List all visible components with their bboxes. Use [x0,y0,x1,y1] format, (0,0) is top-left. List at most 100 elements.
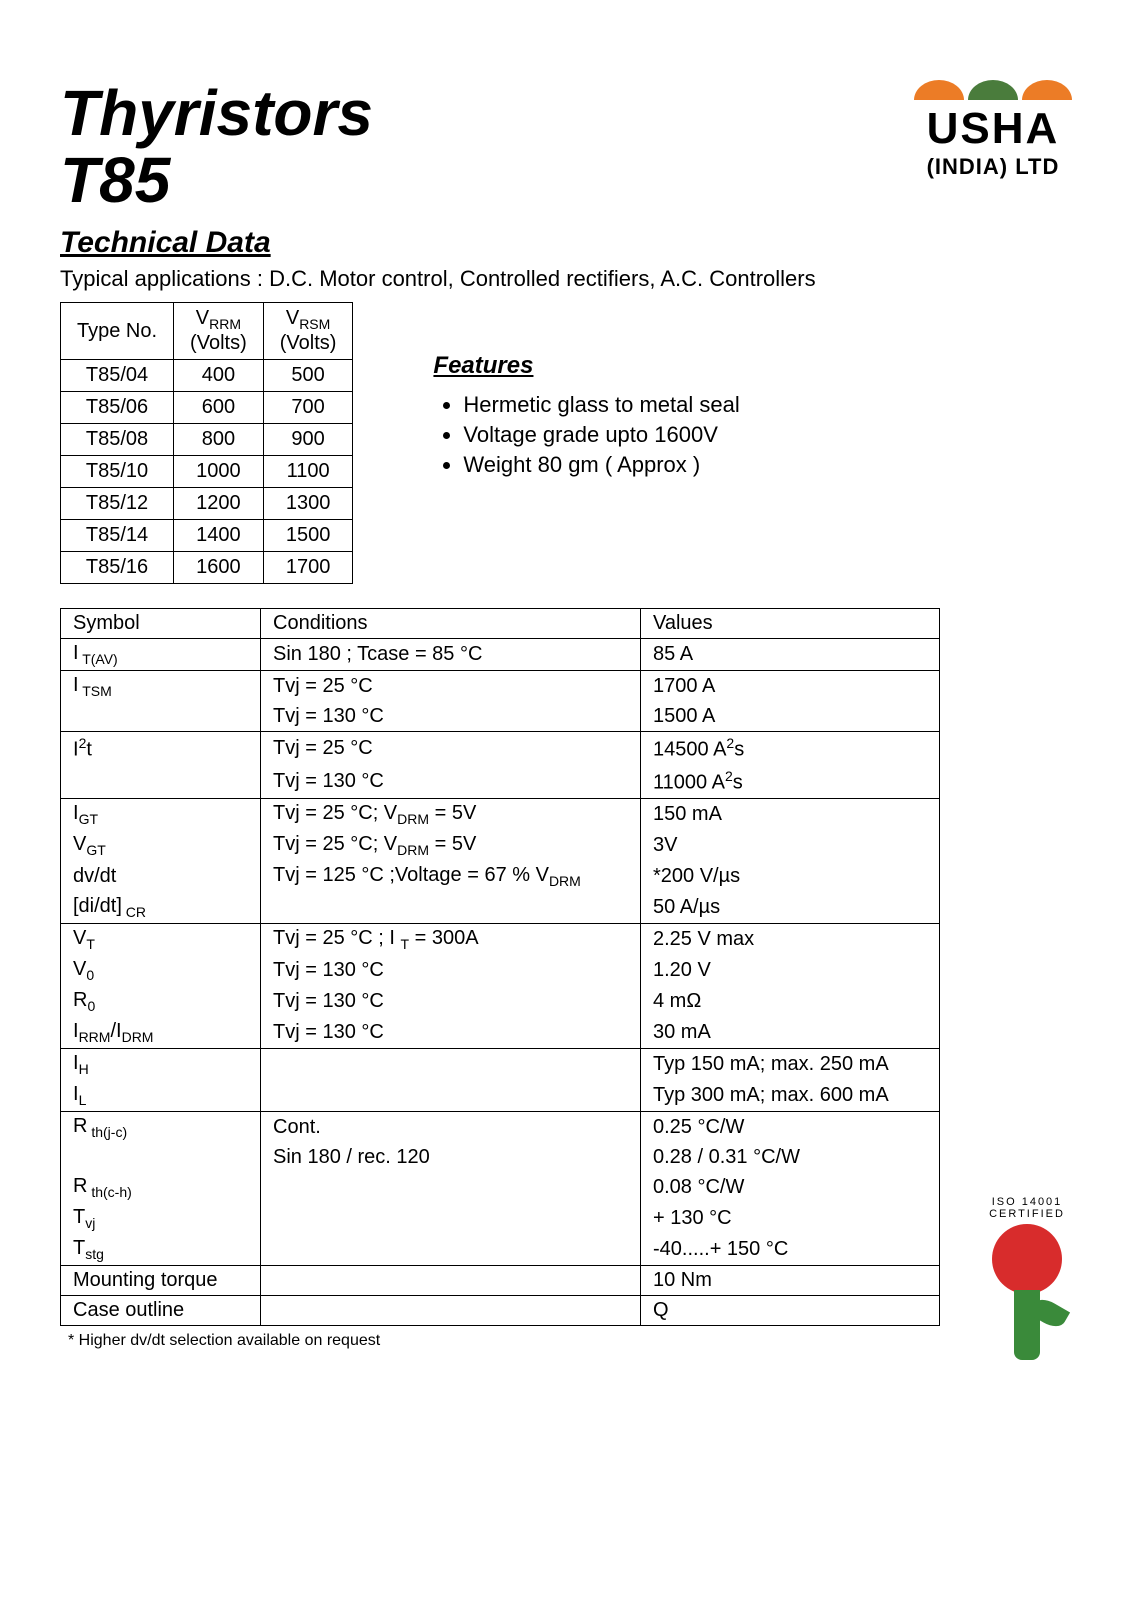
spec-symbol-cell: Tstg [61,1234,261,1266]
spec-conditions-cell: Sin 180 / rec. 120 [261,1143,641,1172]
spec-conditions-cell [261,1295,641,1325]
spec-conditions-cell: Tvj = 125 °C ;Voltage = 67 % VDRM [261,861,641,892]
table-row: Sin 180 / rec. 1200.28 / 0.31 °C/W [61,1143,940,1172]
table-row: T85/1616001700 [61,552,353,584]
spec-values-cell: 0.25 °C/W [641,1111,940,1143]
table-row: T85/08800900 [61,424,353,456]
table-cell: 1300 [263,488,353,520]
table-cell: 1100 [263,456,353,488]
spec-symbol-cell: R th(c-h) [61,1172,261,1203]
table-cell: 600 [174,392,264,424]
spec-symbol-cell: I TSM [61,671,261,703]
spec-symbol-cell: VGT [61,830,261,861]
spec-values-cell: 1700 A [641,671,940,703]
spec-conditions-cell: Tvj = 25 °C ; I T = 300A [261,923,641,955]
table-cell: 500 [263,360,353,392]
table-cell: 700 [263,392,353,424]
type-table-header-vrsm: VRSM (Volts) [263,303,353,360]
table-row: VTTvj = 25 °C ; I T = 300A2.25 V max [61,923,940,955]
table-cell: 1600 [174,552,264,584]
type-table-header-vrrm: VRRM (Volts) [174,303,264,360]
table-row: IL Typ 300 mA; max. 600 mA [61,1080,940,1112]
spec-values-cell: Typ 300 mA; max. 600 mA [641,1080,940,1112]
mid-row: Type No. VRRM (Volts) VRSM (Volts) T85/0… [60,302,1072,584]
spec-symbol-cell: Case outline [61,1295,261,1325]
spec-conditions-cell [261,1048,641,1080]
spec-conditions-cell [261,1203,641,1234]
spec-conditions-cell: Tvj = 25 °C; VDRM = 5V [261,830,641,861]
section-title-technical-data: Technical Data [60,226,1072,260]
title-block: Thyristors T85 [60,80,373,214]
spec-conditions-cell: Tvj = 130 °C [261,1017,641,1049]
spec-values-cell: Q [641,1295,940,1325]
spec-symbol-cell: I2t [61,732,261,765]
spec-symbol-cell: V0 [61,955,261,986]
logo-swoosh-icon [914,80,1072,100]
logo-sub-text: (INDIA) LTD [914,154,1072,180]
table-cell: T85/16 [61,552,174,584]
table-cell: 900 [263,424,353,456]
spec-values-cell: 11000 A2s [641,765,940,798]
table-row: T85/1010001100 [61,456,353,488]
spec-header-conditions: Conditions [261,609,641,639]
table-row: I2tTvj = 25 °C14500 A2s [61,732,940,765]
spec-values-cell: 1.20 V [641,955,940,986]
table-cell: T85/08 [61,424,174,456]
spec-values-cell: 0.28 / 0.31 °C/W [641,1143,940,1172]
spec-values-cell: 1500 A [641,702,940,732]
table-cell: T85/14 [61,520,174,552]
table-row: dv/dtTvj = 125 °C ;Voltage = 67 % VDRM*2… [61,861,940,892]
spec-symbol-cell: dv/dt [61,861,261,892]
spec-header-symbol: Symbol [61,609,261,639]
spec-values-cell: 3V [641,830,940,861]
spec-conditions-cell: Tvj = 130 °C [261,765,641,798]
spec-values-cell: 30 mA [641,1017,940,1049]
cert-arc-text: ISO 14001 CERTIFIED [962,1196,1092,1220]
table-row: T85/1212001300 [61,488,353,520]
table-row: Tvj = 130 °C1500 A [61,702,940,732]
spec-values-cell: *200 V/µs [641,861,940,892]
table-row: I T(AV)Sin 180 ; Tcase = 85 °C85 A [61,639,940,671]
table-row: Case outline Q [61,1295,940,1325]
spec-conditions-cell: Cont. [261,1111,641,1143]
table-cell: 1000 [174,456,264,488]
spec-conditions-cell: Tvj = 130 °C [261,955,641,986]
spec-symbol-cell: IRRM/IDRM [61,1017,261,1049]
applications-text: Typical applications : D.C. Motor contro… [60,266,1072,292]
spec-symbol-cell: VT [61,923,261,955]
spec-symbol-cell: Tvj [61,1203,261,1234]
spec-values-cell: -40.....+ 150 °C [641,1234,940,1266]
table-row: IGTTvj = 25 °C; VDRM = 5V150 mA [61,798,940,830]
footnote-text: * Higher dv/dt selection available on re… [68,1332,1072,1350]
table-cell: T85/06 [61,392,174,424]
features-block: Features Hermetic glass to metal sealVol… [433,352,739,482]
spec-conditions-cell [261,892,641,924]
specifications-table: Symbol Conditions Values I T(AV)Sin 180 … [60,608,940,1325]
table-cell: 1700 [263,552,353,584]
spec-values-cell: 4 mΩ [641,986,940,1017]
features-list: Hermetic glass to metal sealVoltage grad… [463,392,739,478]
spec-symbol-cell [61,765,261,798]
table-row: VGTTvj = 25 °C; VDRM = 5V3V [61,830,940,861]
cert-ribbon-icon [992,1224,1062,1294]
spec-symbol-cell: IGT [61,798,261,830]
feature-item: Voltage grade upto 1600V [463,422,739,448]
logo-brand-text: USHA [914,104,1072,154]
table-row: IRRM/IDRMTvj = 130 °C30 mA [61,1017,940,1049]
spec-symbol-cell: IL [61,1080,261,1112]
table-row: Tstg -40.....+ 150 °C [61,1234,940,1266]
type-table-header-typeno: Type No. [61,303,174,360]
table-row: [di/dt] CR50 A/µs [61,892,940,924]
type-number-table: Type No. VRRM (Volts) VRSM (Volts) T85/0… [60,302,353,584]
table-cell: T85/10 [61,456,174,488]
spec-symbol-cell: Mounting torque [61,1265,261,1295]
spec-conditions-cell [261,1080,641,1112]
table-row: R th(c-h)0.08 °C/W [61,1172,940,1203]
spec-conditions-cell: Tvj = 25 °C [261,671,641,703]
table-cell: 400 [174,360,264,392]
spec-values-cell: 2.25 V max [641,923,940,955]
spec-values-cell: 150 mA [641,798,940,830]
spec-conditions-cell [261,1172,641,1203]
table-cell: 1500 [263,520,353,552]
spec-values-cell: 14500 A2s [641,732,940,765]
